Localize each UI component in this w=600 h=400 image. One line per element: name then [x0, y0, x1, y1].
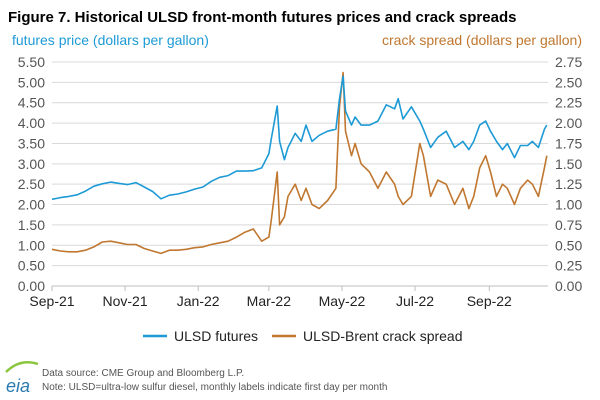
y-tick-left: 3.00 — [18, 156, 45, 172]
y-tick-left: 0.00 — [18, 278, 45, 294]
y-tick-right: 2.50 — [555, 74, 582, 90]
x-tick-label: Nov-21 — [103, 293, 148, 309]
y-tick-left: 0.50 — [18, 258, 45, 274]
y-tick-right: 0.50 — [555, 237, 582, 253]
y-tick-right: 1.75 — [555, 135, 582, 151]
y-tick-right: 0.25 — [555, 258, 582, 274]
x-tick-label: Mar-22 — [247, 293, 292, 309]
chart-title: Figure 7. Historical ULSD front-month fu… — [8, 9, 516, 26]
y-tick-right: 0.75 — [555, 217, 582, 233]
eia-logo-icon: eia — [5, 361, 39, 396]
y-tick-right: 0.00 — [555, 278, 582, 294]
y-tick-left: 5.50 — [18, 54, 45, 70]
series-line-crack-spread — [51, 71, 548, 255]
y-tick-left: 1.00 — [18, 237, 45, 253]
y-tick-right: 1.00 — [555, 197, 582, 213]
y-tick-left: 2.50 — [18, 176, 45, 192]
y-tick-left: 3.50 — [18, 135, 45, 151]
y-axis-right-title: crack spread (dollars per gallon) — [382, 32, 582, 48]
y-tick-left: 2.00 — [18, 197, 45, 213]
eia-logo-text: eia — [6, 376, 30, 396]
series-layer — [51, 71, 548, 255]
y-tick-left: 4.50 — [18, 95, 45, 111]
y-tick-left: 5.00 — [18, 74, 45, 90]
x-tick-label: Jan-22 — [177, 293, 220, 309]
legend-label-ulsd-futures: ULSD futures — [174, 328, 258, 344]
y-axis-left-title: futures price (dollars per gallon) — [12, 32, 209, 48]
series-line-ulsd-futures — [51, 75, 548, 201]
footer-source: Data source: CME Group and Bloomberg L.P… — [42, 368, 244, 379]
x-tick-label: May-22 — [319, 293, 366, 309]
y-tick-left: 4.00 — [18, 115, 45, 131]
grid-layer — [52, 61, 548, 287]
x-tick-label: Sep-21 — [29, 293, 74, 309]
footer-note: Note: ULSD=ultra-low sulfur diesel, mont… — [42, 382, 387, 393]
y-tick-right: 1.25 — [555, 176, 582, 192]
tick-layer: 0.00 0.00 0.50 0.25 1.00 0.50 1.50 0.75 2.00 1.00… — [18, 54, 583, 309]
x-tick-label: Sep-22 — [467, 293, 512, 309]
y-tick-right: 2.25 — [555, 95, 582, 111]
y-tick-right: 2.00 — [555, 115, 582, 131]
y-tick-right: 2.75 — [555, 54, 582, 70]
legend-label-crack-spread: ULSD-Brent crack spread — [303, 328, 463, 344]
y-tick-right: 1.50 — [555, 156, 582, 172]
legend: ULSD futures ULSD-Brent crack spread — [143, 328, 463, 344]
y-tick-left: 1.50 — [18, 217, 45, 233]
x-tick-label: Jul-22 — [396, 293, 434, 309]
